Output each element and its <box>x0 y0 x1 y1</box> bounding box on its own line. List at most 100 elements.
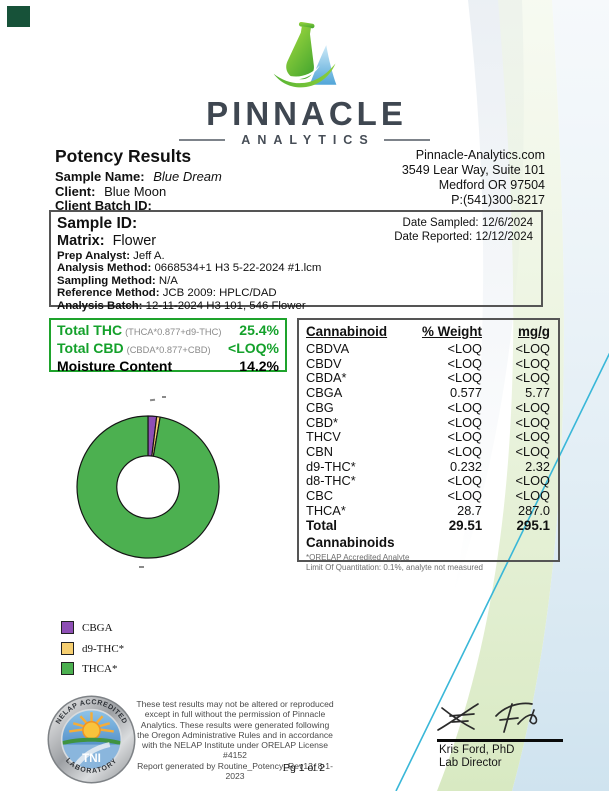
cannabinoid-table-body: CBDVA <LOQ <LOQ CBDV <LOQ <LOQ CBDA* <LOQ <LOQ CB… <box>306 341 551 551</box>
sample-field-line: Analysis Batch: 12-11-2024 H3 101, 546 F… <box>57 299 306 312</box>
diagonal-accent-line <box>395 352 609 791</box>
table-cell: CBN <box>306 443 334 459</box>
table-cell: CBD* <box>306 414 338 430</box>
table-cell: <LOQ <box>447 341 483 356</box>
sample-name-value: Blue Dream <box>153 169 222 184</box>
table-cell: <LOQ <box>515 399 551 415</box>
sample-id-label: Sample ID: <box>57 215 138 232</box>
signature-line <box>437 739 563 742</box>
table-row: CBG <LOQ <LOQ <box>306 399 551 416</box>
summary-label: Total THC <box>57 322 123 338</box>
table-cell: CBDV <box>306 355 342 371</box>
green-band <box>437 0 564 791</box>
field-label: Prep Analyst: <box>57 249 131 262</box>
table-cell: <LOQ <box>515 473 551 489</box>
table-header-row: Cannabinoid % Weight mg/g <box>306 323 550 340</box>
table-cell: 2.32 <box>525 458 550 474</box>
table-row: CBD* <LOQ <LOQ <box>306 414 551 431</box>
lab-website: Pinnacle-Analytics.com <box>415 148 545 162</box>
date-sampled-label: Date Sampled: <box>402 217 479 229</box>
dates-block: Date Sampled: 12/6/2024 Date Reported: 1… <box>394 217 533 244</box>
sample-fields: Prep Analyst: Jeff A. Analysis Method: 06… <box>57 250 535 313</box>
legend-label: THCA* <box>82 663 118 675</box>
chart-label-tick-3 <box>139 566 144 568</box>
table-total-row: Total Cannabinoids 29.51 295.1 <box>306 518 550 551</box>
sample-name-label: Sample Name: <box>55 169 145 184</box>
table-row: CBGA 0.577 5.77 <box>306 385 550 401</box>
donut-chart <box>76 415 220 559</box>
brand-subtitle: ANALYTICS <box>241 133 375 147</box>
sun-icon <box>82 721 101 740</box>
table-cell: <LOQ <box>515 429 551 445</box>
table-cell: d8-THC* <box>306 473 356 489</box>
summary-row: Moisture Content 14.2% <box>57 358 279 374</box>
table-cell: 28.7 <box>457 502 482 518</box>
table-cell: 0.232 <box>449 458 482 474</box>
nelap-accreditation-seal: TNI NELAP ACCREDITED LABORATORY <box>47 695 136 784</box>
chart-label-tick-2 <box>162 396 166 398</box>
table-cell: <LOQ <box>515 341 551 356</box>
legend-swatch <box>61 621 74 634</box>
chart-legend: CBGA d9-THC* THCA* <box>61 621 124 683</box>
date-sampled-line: Date Sampled: 12/6/2024 <box>394 217 533 231</box>
table-row: THCA* 28.7 287.0 <box>306 502 550 519</box>
horizon <box>62 737 121 746</box>
sample-field-line: Sampling Method: N/A <box>57 274 178 287</box>
signature-scribble <box>437 702 538 733</box>
matrix-line: Matrix: Flower <box>57 233 535 250</box>
table-cell: 295.1 <box>516 518 550 534</box>
signatory-name: Kris Ford, PhD <box>439 744 515 756</box>
sample-info-box: Sample ID: Matrix: Flower Prep Analyst: … <box>49 210 543 312</box>
header-mgg: mg/g <box>518 324 550 339</box>
signatory-title: Lab Director <box>439 757 502 769</box>
client-value: Blue Moon <box>104 183 167 199</box>
legend-item: CBGA <box>61 621 124 634</box>
table-cell: <LOQ <box>447 370 483 386</box>
table-row: CBC <LOQ <LOQ <box>306 488 550 504</box>
legend-label: d9-THC* <box>82 642 125 655</box>
table-cell: <LOQ <box>515 414 551 430</box>
date-reported-label: Date Reported: <box>394 230 473 243</box>
date-sampled-value: 12/6/2024 <box>481 217 533 229</box>
field-label: Analysis Batch: <box>57 299 143 312</box>
summary-formula: (CBDA*0.877+CBD) <box>126 345 211 356</box>
table-cell: THCV <box>306 429 341 445</box>
table-cell: d9-THC* <box>306 458 356 474</box>
table-cell: CBC <box>306 488 334 504</box>
pale-band <box>452 0 524 600</box>
seal-center-text: TNI <box>82 752 101 765</box>
summary-row: Total CBD (CBDA*0.877+CBD) <LOQ% <box>57 340 279 358</box>
table-cell: <LOQ <box>447 399 483 415</box>
brand-rule-left <box>179 139 226 141</box>
date-reported-line: Date Reported: 12/12/2024 <box>394 231 533 245</box>
table-cell: CBDA* <box>306 370 347 386</box>
donut-slice-THCA* <box>76 415 220 559</box>
brand-rule-right <box>383 139 430 141</box>
table-row: d9-THC* 0.232 2.32 <box>306 458 550 475</box>
table-cell: 287.0 <box>517 502 550 518</box>
table-cell: THCA* <box>306 502 346 518</box>
table-row: THCV <LOQ <LOQ <box>306 430 550 445</box>
client-batch-label: Client Batch ID: <box>55 198 152 214</box>
report-header: Potency Results Sample Name: Blue Dream … <box>55 146 222 214</box>
table-cell: 0.577 <box>449 385 482 401</box>
date-reported-value: 12/12/2024 <box>475 230 533 243</box>
field-label: Analysis Method: <box>57 262 152 275</box>
matrix-value: Flower <box>112 233 157 249</box>
logo: PINNACLE ANALYTICS <box>0 21 609 147</box>
table-cell: 29.51 <box>448 518 483 534</box>
page-number: Pg 1 of 2 <box>282 762 326 774</box>
lab-phone: P:(541)300-8217 <box>451 193 545 207</box>
sample-name-line: Sample Name: Blue Dream <box>55 169 222 185</box>
summary-value: 14.2% <box>239 358 279 375</box>
client-label: Client: <box>55 183 96 199</box>
summary-value: <LOQ% <box>228 340 279 357</box>
table-cell: <LOQ <box>515 355 551 371</box>
matrix-label: Matrix: <box>57 233 105 249</box>
field-label: Reference Method: <box>57 287 160 300</box>
table-footnotes: *ORELAP Accredited Analyte Limit Of Quan… <box>306 553 483 573</box>
table-cell: <LOQ <box>447 443 483 459</box>
field-label: Sampling Method: <box>57 274 156 287</box>
table-cell: <LOQ <box>447 414 483 430</box>
table-cell: <LOQ <box>447 355 483 371</box>
